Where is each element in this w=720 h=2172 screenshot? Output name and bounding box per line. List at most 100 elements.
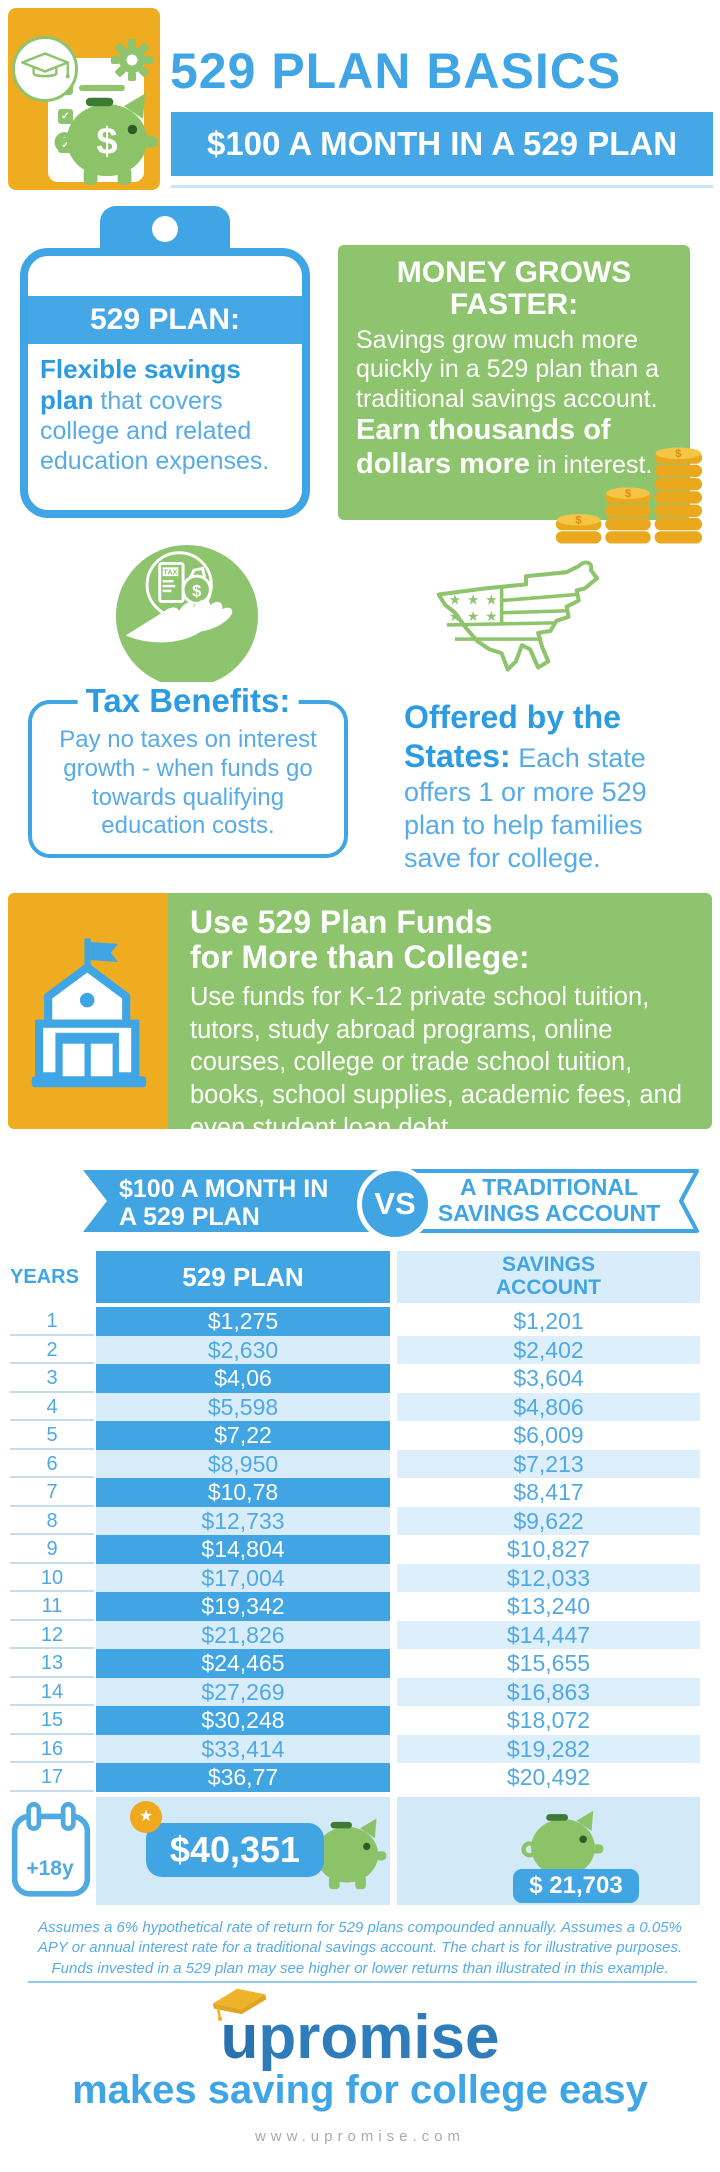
table-row: 17 $36,77 $20,492 [0,1763,720,1792]
school-icon-tile [8,893,168,1129]
svg-text:★: ★ [449,609,462,625]
table-row: 6 $8,950 $7,213 [0,1449,720,1478]
svg-text:★: ★ [467,609,480,625]
header-divider [171,185,713,188]
calendar-icon [11,1801,91,1897]
vs-ribbon-left: $100 A MONTH IN A 529 PLAN [83,1170,390,1232]
savings-header-line2: ACCOUNT [496,1276,601,1299]
table-row: 15 $30,248 $18,072 [0,1706,720,1735]
table-row: 9 $14,804 $10,827 [0,1535,720,1564]
svg-text:$: $ [575,515,582,527]
brand-tagline: makes saving for college easy [72,2068,648,2112]
states-text: Offered by the States: Each state offers… [404,698,670,875]
tax-benefits-card: Tax Benefits: Pay no taxes on interest g… [28,682,348,858]
use-funds-text-panel [168,893,712,1129]
table-row: 8 $12,733 $9,622 [0,1506,720,1535]
vs-left-line1: $100 A MONTH IN [119,1175,329,1203]
table-row: 3 $4,06 $3,604 [0,1364,720,1393]
table-row: 10 $17,004 $12,033 [0,1563,720,1592]
svg-text:$: $ [675,448,682,460]
summary-years-cell: +18y [0,1797,96,1905]
table-row: 12 $21,826 $14,447 [0,1620,720,1649]
money-tail-text: in interest. [530,450,653,479]
brand-logo-rest: promise [258,2003,500,2072]
money-body-text: Savings grow much more quickly in a 529 … [356,326,659,413]
subtitle-banner: $100 A MONTH IN A 529 PLAN [171,112,713,176]
money-body: Savings grow much more quickly in a 529 … [356,326,672,482]
svg-text:$: $ [96,120,117,163]
table-row: 1 $1,275 $1,201 [0,1307,720,1336]
svg-text:★: ★ [449,593,462,609]
svg-text:$: $ [192,582,201,601]
tax-hand-icon: TAX $ [115,544,259,688]
column-gap [390,1796,397,1905]
tax-benefits-body: Pay no taxes on interest growth - when f… [59,726,317,840]
piggy-bank-icon: $ [54,93,158,185]
vs-badge: VS [357,1166,433,1242]
gear-icon [111,39,153,81]
header-logo-tile: ✓ ✓ ✓ [8,8,160,190]
svg-text:$: $ [625,488,632,500]
svg-text:TAX: TAX [163,568,177,577]
plan-card-rest-text: that covers college and related educatio… [40,387,270,476]
summary-years-label: +18y [26,1856,74,1880]
vs-right-line1: A TRADITIONAL [459,1174,638,1200]
table-summary-row: +18y $40,351 ★ [0,1796,720,1905]
money-emphasis-text: Earn thousands of dollars more [356,413,611,480]
tax-benefits-title: Tax Benefits: [77,682,299,720]
plan-total-pill: $40,351 [146,1822,324,1877]
use-funds-banner: Use 529 Plan Funds for More than College… [8,893,712,1142]
funds-title-line1: Use 529 Plan Funds [190,904,493,940]
funds-title-line2: for More than College: [190,939,530,976]
graduation-cap-badge [12,36,78,102]
coin-stacks-icon: $ $ $ [555,447,703,544]
vs-badge-label: VS [374,1186,416,1221]
table-row: 13 $24,465 $15,655 [0,1649,720,1678]
money-title-line2: FASTER: [449,287,579,321]
savings-column-header: SAVINGS ACCOUNT [397,1251,700,1303]
plan-card-bold-text: Flexible savings plan [40,354,241,416]
funds-body: Use funds for K-12 private school tuitio… [190,983,682,1142]
table-row: 16 $33,414 $19,282 [0,1734,720,1763]
footer-divider [28,1981,697,1983]
summary-savings-cell: $ 21,703 [397,1796,700,1905]
clipboard-clip-hole [152,216,178,242]
table-row: 7 $10,78 $8,417 [0,1478,720,1507]
table-row: 4 $5,598 $4,806 [0,1392,720,1421]
brand-logo-u: u [220,2003,259,2072]
website-url: www.upromise.com [254,2128,466,2145]
savings-header-line1: SAVINGS [502,1253,595,1277]
summary-plan-cell: $40,351 ★ [96,1796,390,1905]
disclaimer-text: Assumes a 6% hypothetical rate of return… [37,1919,683,1977]
plan-card-heading: 529 PLAN: [28,296,302,344]
savings-total-pill: $ 21,703 [513,1868,639,1903]
table-header-row: YEARS 529 PLAN SAVINGS ACCOUNT [0,1251,720,1303]
plan-column-header: 529 PLAN [96,1251,390,1303]
graduation-cap-icon [213,1988,267,2021]
table-body: 1 $1,275 $1,201 2 $2,630 $2,402 3 $4,06 $3,604… [0,1307,720,1792]
column-gap [390,1251,397,1303]
list-line [79,84,125,91]
table-row: 2 $2,630 $2,402 [0,1335,720,1364]
table-row: 5 $7,22 $6,009 [0,1421,720,1450]
years-column-header: YEARS [10,1266,79,1288]
states-title: Offered by the States: [404,699,621,775]
comparison-table: YEARS 529 PLAN SAVINGS ACCOUNT 1 $1,275 $1… [0,1251,720,1905]
vs-ribbon-right: A TRADITIONAL SAVINGS ACCOUNT [398,1168,700,1234]
vs-right-line2: SAVINGS ACCOUNT [437,1199,661,1226]
vs-left-line2: A 529 PLAN [119,1203,260,1231]
money-title-line1: MONEY GROWS [396,256,632,289]
svg-text:★: ★ [485,593,498,609]
plan-definition-card: 529 PLAN: Flexible savings plan that cov… [20,248,310,518]
plan-card-body: Flexible savings plan that covers colleg… [28,344,302,486]
checkbox-icon: ✓ [58,109,73,124]
svg-text:★: ★ [485,609,498,625]
graduation-cap-icon [21,52,70,79]
svg-text:★: ★ [467,593,480,609]
school-building-icon [31,938,147,1088]
page-title: 529 PLAN BASICS [170,43,622,99]
brand-logo: upromise [0,1988,720,2073]
star-badge-icon: ★ [130,1800,162,1833]
table-row: 14 $27,269 $16,863 [0,1677,720,1706]
